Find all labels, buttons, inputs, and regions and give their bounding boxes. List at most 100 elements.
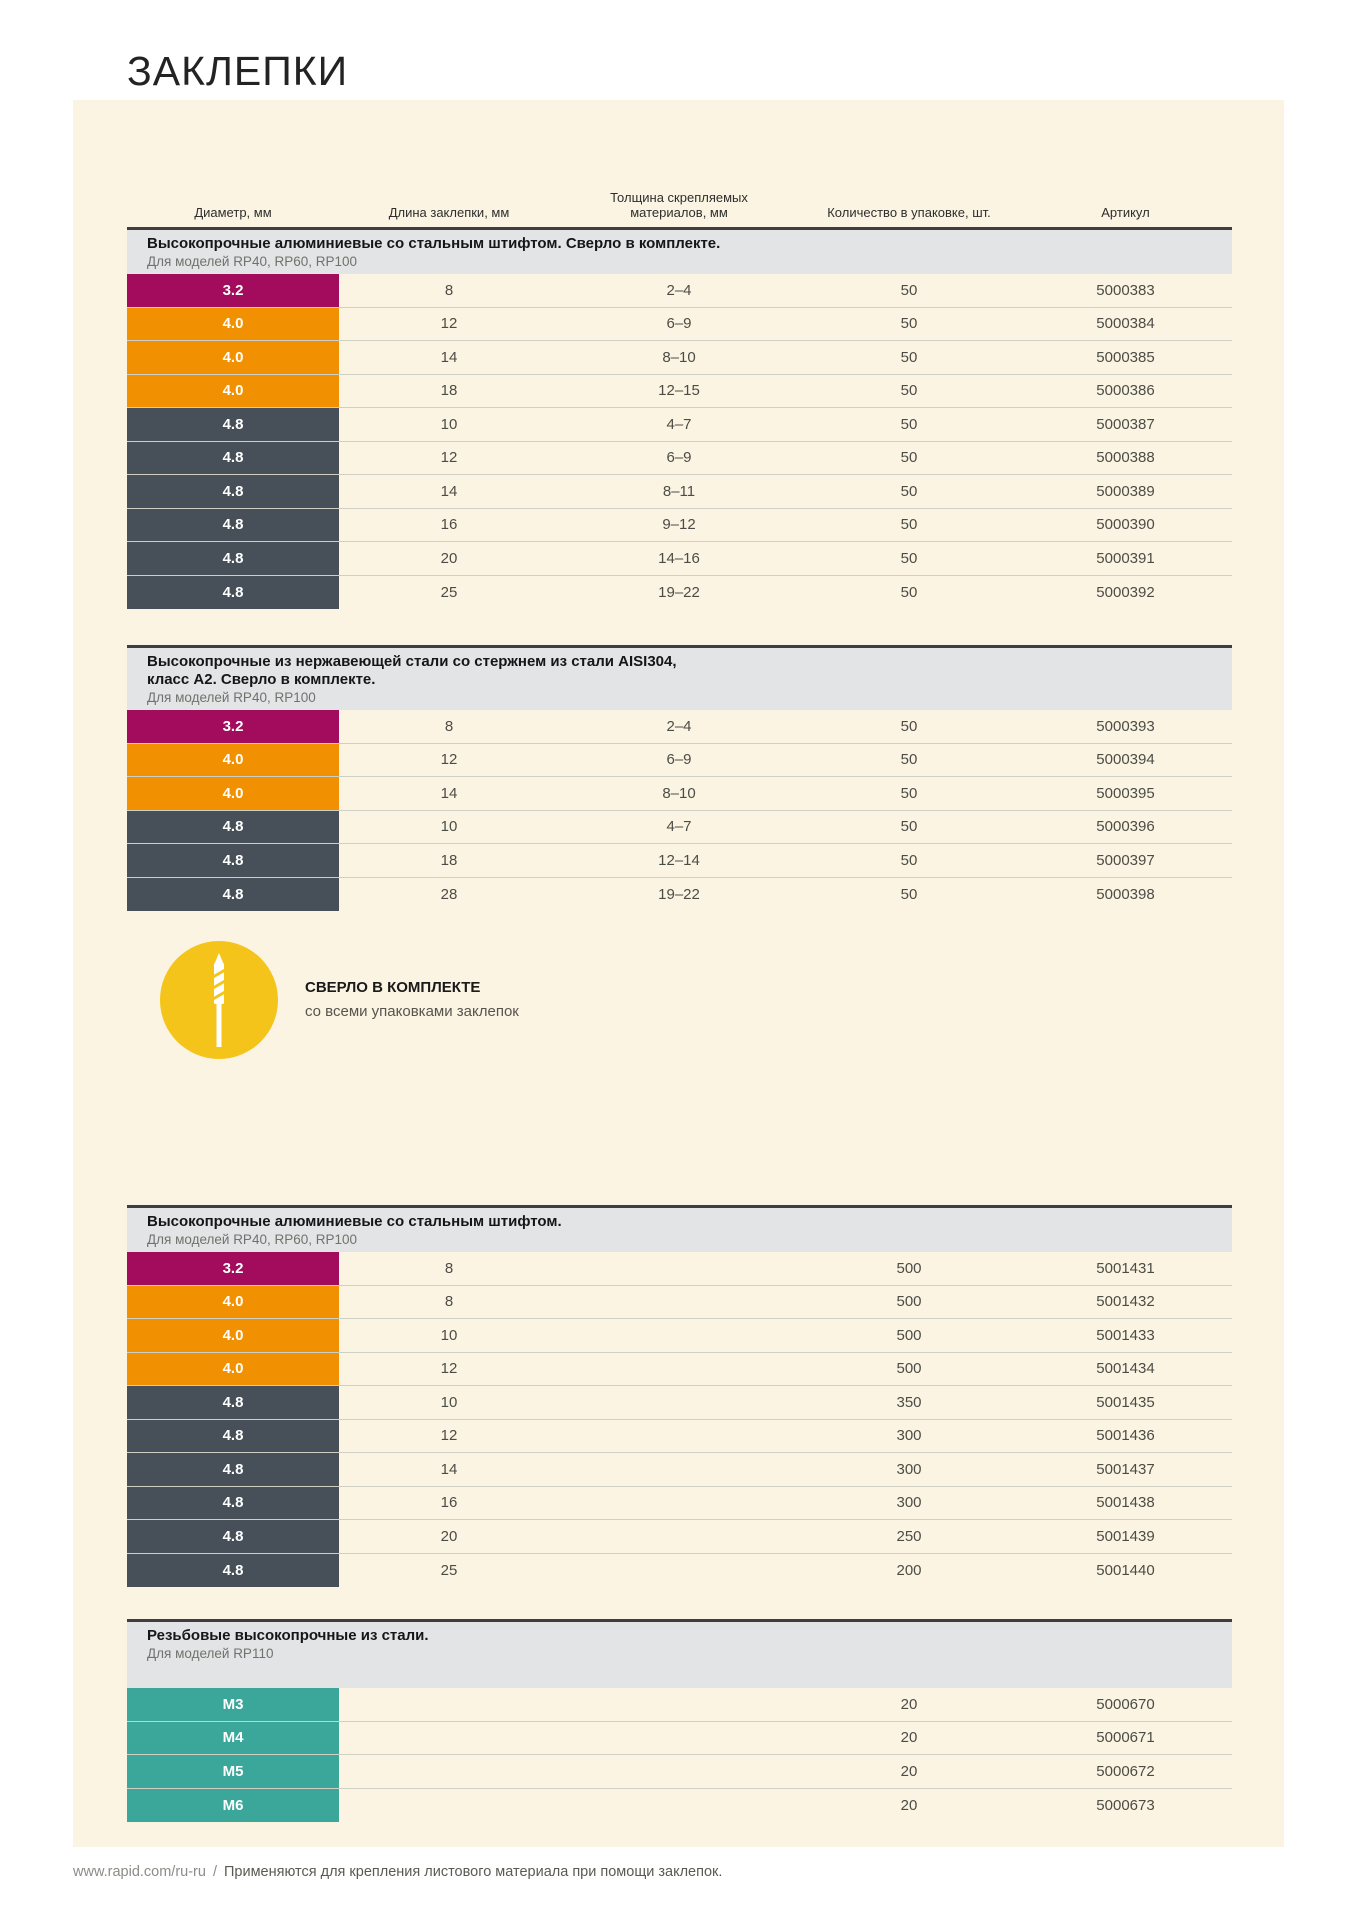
footer-url[interactable]: www.rapid.com/ru-ru [73,1864,206,1880]
qty-cell: 50 [900,382,918,400]
table-row: 4.0 10 500 5001433 [127,1319,1232,1353]
table-section: Высокопрочные из нержавеющей стали со ст… [127,645,1232,911]
thickness-cell [559,1755,799,1788]
thickness-cell: 6–9 [666,315,692,333]
qty-cell: 50 [900,482,918,500]
sku-cell: 5001439 [1096,1527,1155,1545]
thickness-cell: 14–16 [658,549,700,567]
thickness-cell [559,1319,799,1352]
qty-cell: 50 [900,516,918,534]
column-header-thickness: Толщина скрепляемых материалов, мм [610,190,748,220]
diameter-cell: М6 [127,1788,339,1822]
sku-cell: 5000392 [1096,583,1155,601]
sku-cell: 5000384 [1096,315,1155,333]
length-cell: 25 [440,583,458,601]
thickness-cell: 12–14 [658,851,700,869]
footer-note: Применяются для крепления листового мате… [223,1864,723,1880]
length-cell: 20 [440,1527,458,1545]
thickness-cell: 19–22 [658,583,700,601]
sku-cell: 5001435 [1096,1393,1155,1411]
qty-cell: 500 [896,1293,922,1311]
diameter-cell: 4.8 [127,810,339,843]
table-row: М3 20 5000670 [127,1688,1232,1722]
table-row: 4.8 14 8–11 50 5000389 [127,475,1232,509]
section-rows: 3.2 8 500 5001431 4.0 8 500 5001432 4.0 … [127,1252,1232,1587]
sku-cell: 5000398 [1096,885,1155,903]
sku-cell: 5000394 [1096,751,1155,769]
diameter-cell: 4.8 [127,508,339,541]
thickness-cell: 8–10 [662,784,696,802]
length-cell: 12 [440,751,458,769]
column-header-sku: Артикул [1101,205,1150,220]
length-cell [339,1789,559,1823]
diameter-cell: 4.8 [127,1520,339,1553]
diameter-cell: 3.2 [127,710,339,743]
table-row: 4.8 25 200 5001440 [127,1553,1232,1588]
length-cell: 12 [440,315,458,333]
sku-cell: 5000389 [1096,482,1155,500]
diameter-cell: 4.8 [127,441,339,474]
sku-cell: 5001437 [1096,1460,1155,1478]
thickness-cell [559,1789,799,1823]
qty-cell: 50 [900,851,918,869]
sku-cell: 5001434 [1096,1360,1155,1378]
length-cell: 12 [440,1427,458,1445]
diameter-cell: 4.0 [127,1319,339,1352]
footer-separator: / [212,1864,217,1880]
length-cell: 10 [440,1326,458,1344]
qty-cell: 50 [900,315,918,333]
length-cell: 20 [440,549,458,567]
length-cell [339,1722,559,1755]
table-row: М4 20 5000671 [127,1721,1232,1755]
table-row: М6 20 5000673 [127,1788,1232,1823]
sku-cell: 5000391 [1096,549,1155,567]
diameter-cell: 4.8 [127,575,339,609]
diameter-cell: М4 [127,1721,339,1754]
table-row: 4.8 10 4–7 50 5000396 [127,810,1232,844]
table-section: Резьбовые высокопрочные из стали. Для мо… [127,1619,1232,1822]
qty-cell: 50 [900,818,918,836]
length-cell: 25 [440,1561,458,1579]
catalog-panel: Диаметр, мм Длина заклепки, мм Толщина с… [73,100,1284,1847]
table-row: 4.0 14 8–10 50 5000385 [127,341,1232,375]
sku-cell: 5000390 [1096,516,1155,534]
diameter-cell: 4.0 [127,743,339,776]
section-title: Высокопрочные из нержавеющей стали со ст… [147,653,677,688]
table-row: 4.0 12 6–9 50 5000384 [127,307,1232,341]
section-title: Резьбовые высокопрочные из стали. [147,1627,429,1644]
length-cell: 12 [440,1360,458,1378]
column-header-quantity: Количество в упаковке, шт. [827,205,991,220]
callout-subtitle: со всеми упаковками заклепок [305,1003,519,1020]
diameter-cell: 4.8 [127,475,339,508]
table-row: 4.8 16 9–12 50 5000390 [127,508,1232,542]
diameter-cell: 4.8 [127,1386,339,1419]
qty-cell: 50 [900,751,918,769]
qty-cell: 50 [900,885,918,903]
section-band: Высокопрочные алюминиевые со стальным шт… [127,1205,1232,1252]
section-rows: 3.2 8 2–4 50 5000383 4.0 12 6–9 50 50003… [127,274,1232,609]
thickness-cell: 6–9 [666,449,692,467]
sku-cell: 5000670 [1096,1695,1155,1713]
thickness-cell: 2–4 [666,717,692,735]
diameter-cell: М5 [127,1755,339,1788]
qty-cell: 20 [900,1796,918,1814]
diameter-cell: 4.0 [127,341,339,374]
sku-cell: 5000393 [1096,717,1155,735]
section-subtitle: Для моделей RP110 [147,1646,274,1661]
length-cell [339,1755,559,1788]
table-row: 4.0 18 12–15 50 5000386 [127,374,1232,408]
table-row: 3.2 8 2–4 50 5000393 [127,710,1232,744]
table-row: 4.0 8 500 5001432 [127,1285,1232,1319]
section-title: Высокопрочные алюминиевые со стальным шт… [147,1213,562,1230]
qty-cell: 50 [900,449,918,467]
thickness-cell [559,1554,799,1588]
sku-cell: 5000672 [1096,1762,1155,1780]
diameter-cell: 4.8 [127,1419,339,1452]
sku-cell: 5001431 [1096,1259,1155,1277]
diameter-cell: 4.8 [127,1553,339,1587]
thickness-cell [559,1520,799,1553]
table-section: Высокопрочные алюминиевые со стальным шт… [127,1205,1232,1587]
thickness-cell: 8–11 [662,482,696,500]
table-row: 4.8 12 6–9 50 5000388 [127,441,1232,475]
length-cell: 8 [444,1293,454,1311]
